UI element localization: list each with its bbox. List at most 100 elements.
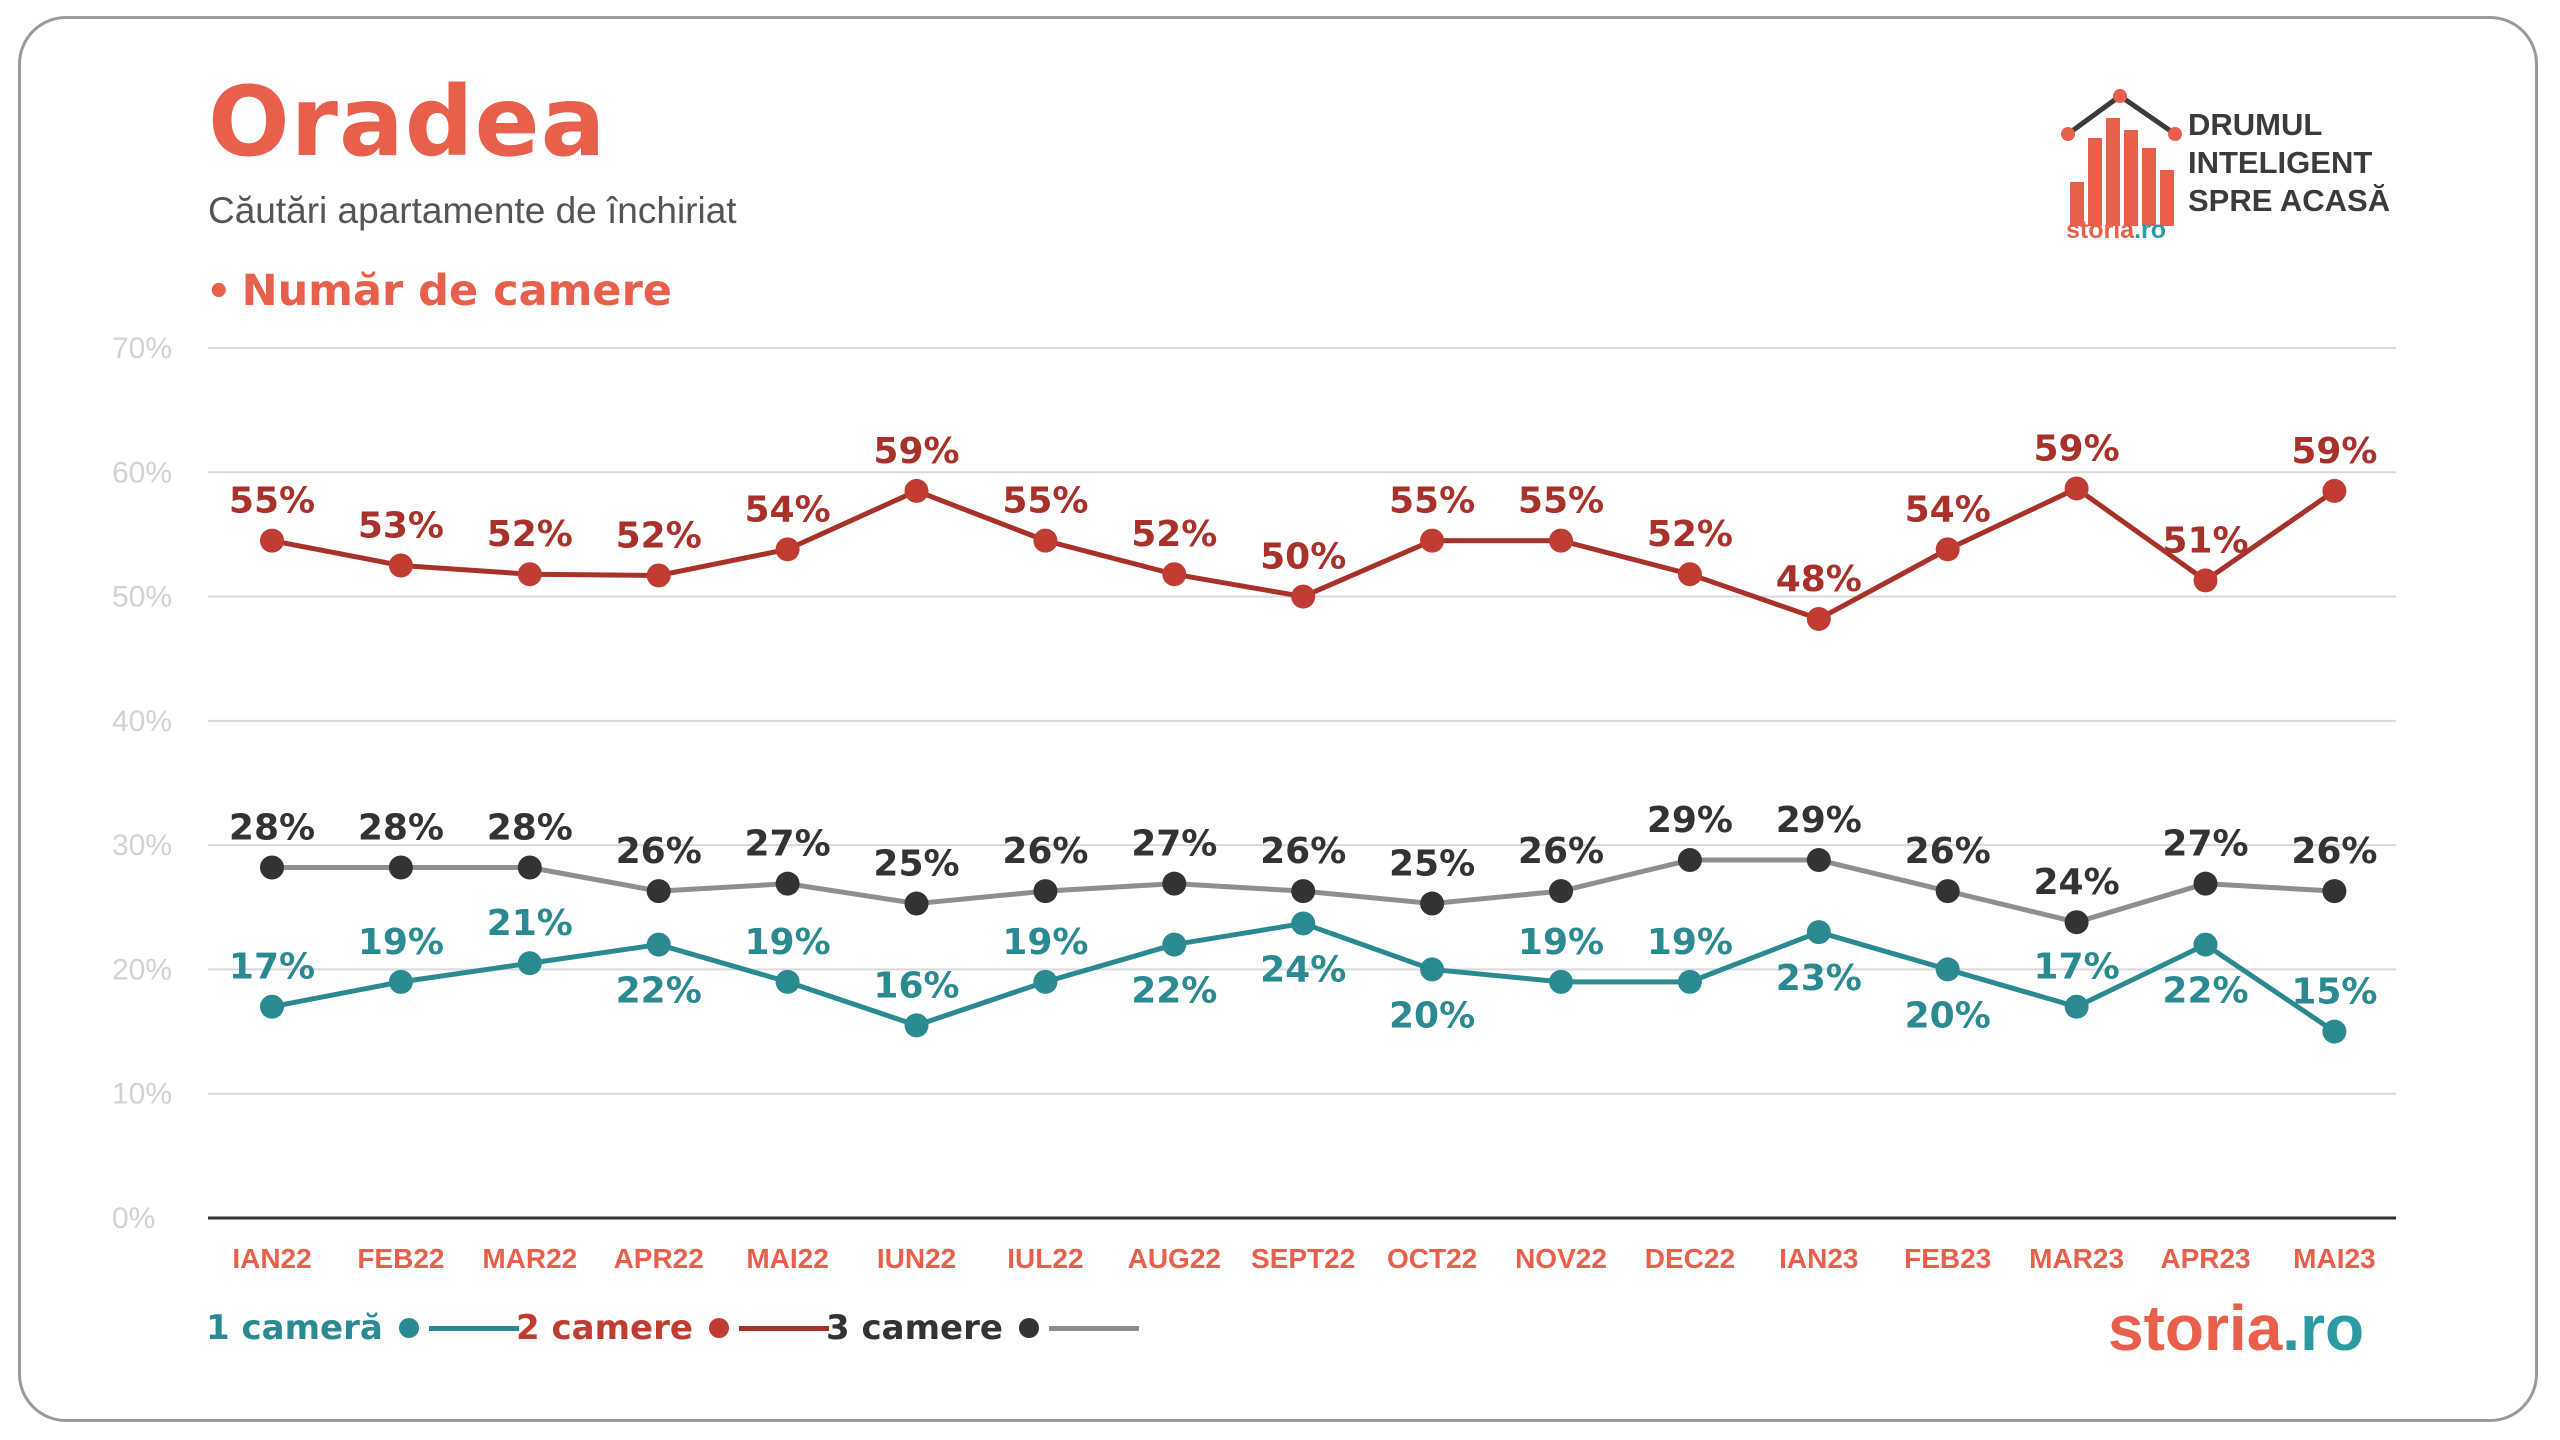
brand-line: INTELIGENT <box>2188 145 2373 180</box>
data-label: 26% <box>1905 831 1991 872</box>
data-label: 19% <box>358 922 444 963</box>
y-tick-label: 70% <box>112 332 172 365</box>
section-label-text: Număr de camere <box>241 266 672 316</box>
data-label: 19% <box>1647 922 1733 963</box>
data-label: 48% <box>1776 559 1862 600</box>
x-tick-label: AUG22 <box>1128 1243 1221 1274</box>
brand-line: DRUMUL <box>2188 107 2323 142</box>
legend-dot-icon <box>398 1318 419 1338</box>
data-label: 28% <box>487 808 573 849</box>
logo-suffix: .ro <box>2282 1292 2365 1364</box>
data-label: 55% <box>229 481 315 522</box>
data-point <box>775 969 800 994</box>
data-point <box>2322 478 2347 503</box>
data-label: 28% <box>229 808 315 849</box>
legend-label: 3 camere <box>826 1308 1003 1348</box>
data-point <box>1806 920 1831 945</box>
y-tick-label: 60% <box>112 456 172 489</box>
legend-item-2-camere: 2 camere <box>516 1308 829 1348</box>
data-point <box>2064 994 2089 1019</box>
data-point <box>775 537 800 562</box>
data-label: 28% <box>358 808 444 849</box>
x-tick-label: OCT22 <box>1387 1243 1477 1274</box>
x-tick-label: MAR23 <box>2029 1243 2124 1274</box>
data-label: 27% <box>745 824 831 865</box>
y-tick-label: 10% <box>112 1078 172 1111</box>
data-label: 20% <box>1905 995 1991 1036</box>
data-label: 29% <box>1647 800 1733 841</box>
data-label: 23% <box>1776 958 1862 999</box>
data-label: 26% <box>616 831 702 872</box>
data-label: 52% <box>616 515 702 556</box>
data-point <box>1677 848 1702 873</box>
data-label: 55% <box>1389 481 1475 522</box>
data-point <box>904 478 929 503</box>
page-subtitle: Căutări apartamente de închiriat <box>208 190 737 231</box>
x-tick-label: IUN22 <box>877 1243 956 1274</box>
data-point <box>2322 1019 2347 1044</box>
legend-dot-icon <box>708 1318 729 1338</box>
data-point <box>260 528 284 553</box>
data-label: 17% <box>229 947 315 988</box>
data-label: 22% <box>616 971 702 1012</box>
y-tick-label: 40% <box>112 705 172 738</box>
data-point <box>1162 871 1187 896</box>
x-tick-label: NOV22 <box>1515 1243 1607 1274</box>
brand-text: DRUMUL INTELIGENT SPRE ACASĂ <box>2188 106 2390 220</box>
data-point <box>517 562 542 587</box>
logo-main: storia <box>2108 1292 2283 1364</box>
data-point <box>1291 911 1316 936</box>
data-point <box>2064 476 2089 501</box>
data-label: 52% <box>487 514 573 555</box>
legend-label: 1 cameră <box>206 1308 383 1348</box>
data-point <box>2322 879 2347 904</box>
data-label: 25% <box>873 844 959 885</box>
brand-house-icon <box>2061 89 2182 226</box>
data-label: 53% <box>358 506 444 547</box>
brand-small-logo: storia.ro <box>2066 216 2166 245</box>
legend-item-3-camere: 3 camere <box>826 1308 1139 1348</box>
page-title: Oradea <box>208 66 607 178</box>
y-tick-label: 30% <box>112 829 172 862</box>
data-label: 52% <box>1131 514 1217 555</box>
data-point <box>2193 932 2218 957</box>
data-point <box>517 951 542 976</box>
legend-item-1-camera: 1 cameră <box>206 1308 519 1348</box>
x-tick-label: IUL22 <box>1007 1243 1083 1274</box>
data-label: 22% <box>2162 971 2248 1012</box>
data-point <box>1806 606 1831 631</box>
y-tick-label: 50% <box>112 581 172 614</box>
data-point <box>517 855 542 880</box>
data-point <box>1549 879 1573 904</box>
x-tick-label: FEB23 <box>1904 1243 1991 1274</box>
data-point <box>2193 568 2218 593</box>
data-label: 55% <box>1002 481 1088 522</box>
data-label: 24% <box>1260 949 1346 990</box>
data-point <box>1162 932 1187 957</box>
data-point <box>388 855 413 880</box>
data-label: 26% <box>1518 831 1604 872</box>
legend-label: 2 camere <box>516 1308 693 1348</box>
data-label: 54% <box>745 489 831 530</box>
x-tick-label: APR22 <box>614 1243 704 1274</box>
brand-small-suffix: .ro <box>2134 216 2167 244</box>
data-point <box>1935 879 1960 904</box>
data-label: 27% <box>1131 824 1217 865</box>
data-label: 59% <box>873 431 959 472</box>
brand-small-main: storia <box>2066 216 2135 244</box>
data-label: 27% <box>2162 824 2248 865</box>
data-label: 20% <box>1389 995 1475 1036</box>
data-label: 26% <box>2291 831 2377 872</box>
x-tick-label: APR23 <box>2160 1243 2250 1274</box>
data-point <box>1033 528 1058 553</box>
data-label: 17% <box>2034 947 2120 988</box>
data-point <box>904 1013 929 1038</box>
data-point <box>2064 910 2089 935</box>
data-label: 52% <box>1647 514 1733 555</box>
data-point <box>388 553 413 578</box>
data-label: 24% <box>2034 862 2120 903</box>
data-label: 59% <box>2291 431 2377 472</box>
x-tick-label: MAR22 <box>482 1243 577 1274</box>
legend-line-icon <box>428 1325 519 1331</box>
